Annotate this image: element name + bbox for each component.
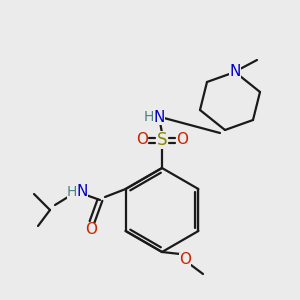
Text: N: N [76, 184, 88, 200]
Text: N: N [153, 110, 165, 124]
Text: N: N [229, 64, 241, 80]
Text: O: O [179, 253, 191, 268]
Text: H: H [67, 185, 77, 199]
Text: O: O [85, 223, 97, 238]
Text: H: H [144, 110, 154, 124]
Text: O: O [176, 133, 188, 148]
Text: O: O [136, 133, 148, 148]
Text: S: S [157, 131, 167, 149]
